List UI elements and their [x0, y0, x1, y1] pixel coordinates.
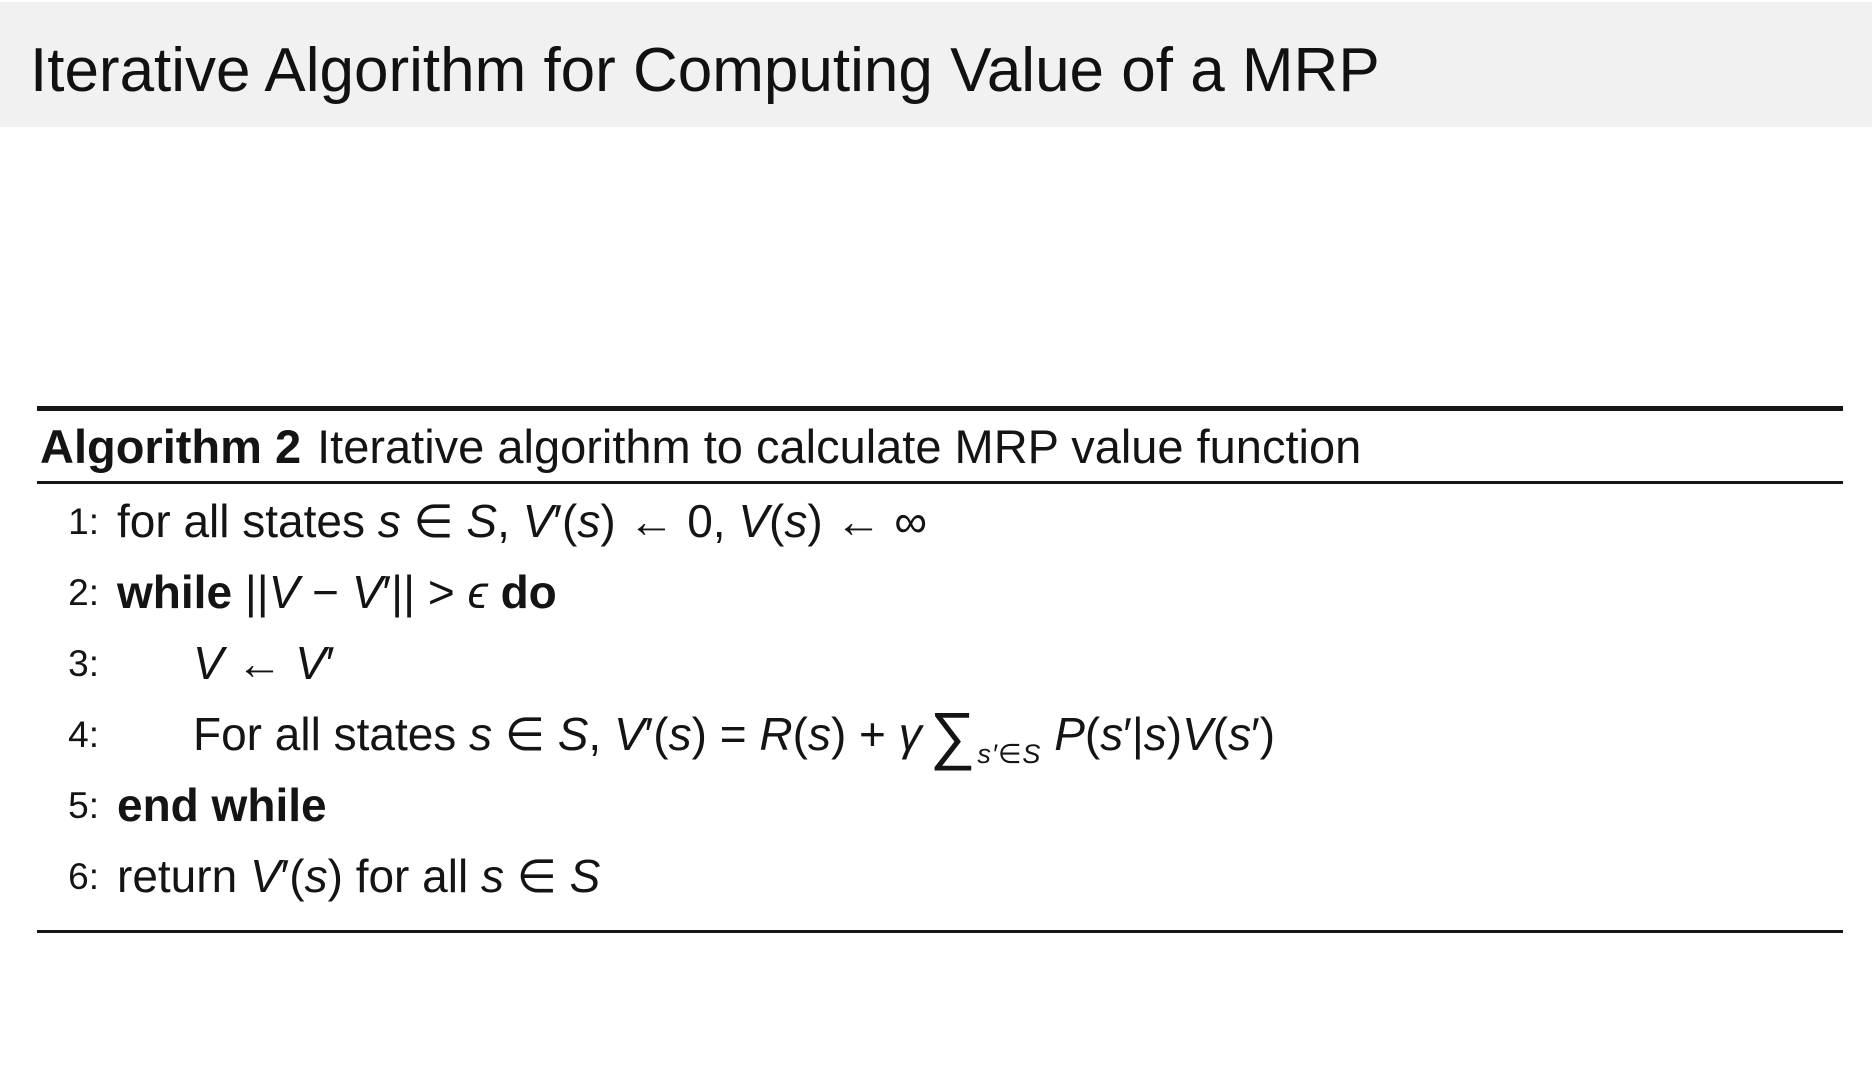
- text-segment: ) ← ∞: [807, 495, 928, 547]
- text-segment: ) ← 0,: [600, 495, 739, 547]
- text-segment: ) +: [830, 708, 899, 760]
- line-number: 1:: [68, 501, 99, 542]
- text-segment: ,: [588, 708, 614, 760]
- text-segment: ∈: [503, 850, 570, 902]
- text-segment: S: [557, 708, 589, 760]
- text-segment: end while: [117, 779, 327, 831]
- text-segment: (: [792, 708, 808, 760]
- text-segment: (: [1212, 708, 1229, 760]
- line-content: V ← V′: [193, 628, 335, 699]
- text-segment: ′|: [1123, 708, 1144, 760]
- text-segment: [1041, 708, 1054, 760]
- text-segment: s: [668, 708, 692, 760]
- text-segment: For all states: [193, 708, 470, 760]
- text-segment: ): [1166, 708, 1183, 760]
- text-segment: ′(: [280, 850, 305, 902]
- text-segment: while: [117, 566, 245, 618]
- algorithm-line: 1: for all states s ∈ S, V′(s) ← 0, V(s) …: [37, 486, 1843, 557]
- slide-title-bar: Iterative Algorithm for Computing Value …: [0, 2, 1872, 127]
- line-number: 5:: [68, 785, 99, 826]
- algorithm-line: 4: For all states s ∈ S, V′(s) = R(s) + γ…: [37, 699, 1843, 770]
- text-segment: s: [304, 850, 328, 902]
- text-segment: for all states: [117, 495, 378, 547]
- line-content: while ||V − V′|| > ϵ do: [117, 557, 557, 628]
- text-segment: (: [769, 495, 785, 547]
- text-segment: ′: [325, 637, 335, 689]
- text-segment: s: [807, 708, 831, 760]
- text-segment: s: [1100, 708, 1124, 760]
- text-segment: γ: [898, 708, 922, 760]
- text-segment: s: [1228, 708, 1252, 760]
- page-title: Iterative Algorithm for Computing Value …: [30, 36, 1380, 105]
- text-segment: S: [466, 495, 498, 547]
- line-content: for all states s ∈ S, V′(s) ← 0, V(s) ← …: [117, 486, 927, 557]
- text-segment: (: [1084, 708, 1101, 760]
- line-content: end while: [117, 770, 327, 841]
- text-segment: ′): [1251, 708, 1276, 760]
- algorithm-mid-rule: [37, 481, 1843, 484]
- algorithm-caption-label: Algorithm 2: [40, 419, 302, 473]
- text-segment: V: [1182, 708, 1213, 760]
- algorithm-line: 2: while ||V − V′|| > ϵ do: [37, 557, 1843, 628]
- text-segment: V: [522, 495, 554, 547]
- algorithm-box: Algorithm 2 Iterative algorithm to calcu…: [37, 406, 1843, 933]
- text-segment: −: [299, 566, 352, 618]
- text-segment: s: [469, 708, 493, 760]
- text-segment: ∈: [492, 708, 558, 760]
- algorithm-caption: Algorithm 2 Iterative algorithm to calcu…: [37, 411, 1843, 481]
- line-number: 4:: [68, 714, 99, 755]
- algorithm-line: 5: end while: [37, 770, 1843, 841]
- text-segment: P: [1054, 708, 1085, 760]
- text-segment: s: [1143, 708, 1167, 760]
- text-segment: ϵ: [467, 566, 488, 618]
- text-segment: ) =: [691, 708, 760, 760]
- text-segment: ′(: [644, 708, 669, 760]
- line-number: 2:: [68, 572, 99, 613]
- text-segment: ′|| >: [382, 566, 468, 618]
- algorithm-lines: 1: for all states s ∈ S, V′(s) ← 0, V(s) …: [37, 484, 1843, 930]
- text-segment: V: [738, 495, 770, 547]
- text-segment: ||: [244, 566, 269, 618]
- text-segment: V: [249, 850, 281, 902]
- text-segment: s: [480, 850, 504, 902]
- algorithm-line: 6: return V′(s) for all s ∈ S: [37, 841, 1843, 912]
- text-segment: V: [193, 637, 224, 689]
- text-segment: S: [569, 850, 601, 902]
- line-content: For all states s ∈ S, V′(s) = R(s) + γ ∑s…: [193, 699, 1275, 770]
- text-segment: V: [268, 566, 300, 618]
- text-segment: s: [377, 495, 401, 547]
- text-segment: V: [351, 566, 383, 618]
- text-segment: ) for all: [327, 850, 481, 902]
- line-number: 6:: [68, 856, 99, 897]
- text-segment: ,: [497, 495, 523, 547]
- line-number: 3:: [68, 643, 99, 684]
- text-segment: ←: [223, 637, 296, 689]
- text-segment: ′(: [553, 495, 578, 547]
- text-segment: s′∈S: [977, 739, 1042, 769]
- text-segment: s: [577, 495, 601, 547]
- line-content: return V′(s) for all s ∈ S: [117, 841, 600, 912]
- text-segment: ∈: [400, 495, 467, 547]
- algorithm-top-rule: [37, 406, 1843, 411]
- algorithm-caption-text: Iterative algorithm to calculate MRP val…: [317, 419, 1362, 473]
- algorithm-line: 3: V ← V′: [37, 628, 1843, 699]
- text-segment: V: [295, 637, 326, 689]
- text-segment: return: [117, 850, 250, 902]
- text-segment: do: [500, 566, 557, 618]
- algorithm-bottom-rule: [37, 930, 1843, 933]
- text-segment: V: [613, 708, 645, 760]
- text-segment: s: [784, 495, 808, 547]
- summation-symbol: ∑: [929, 699, 976, 771]
- text-segment: R: [759, 708, 793, 760]
- text-segment: [488, 566, 501, 618]
